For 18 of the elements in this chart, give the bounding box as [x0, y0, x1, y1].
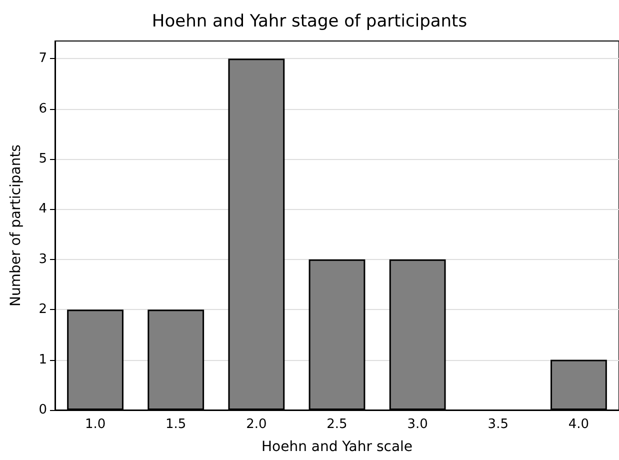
- y-tick-label: 3: [38, 252, 47, 267]
- y-tick-label: 4: [38, 202, 47, 217]
- x-tick-label: 3.5: [488, 417, 508, 432]
- y-tick-label: 5: [38, 151, 47, 166]
- y-tick-label: 7: [38, 51, 47, 66]
- x-axis-title: Hoehn and Yahr scale: [261, 439, 413, 455]
- x-tick-label: 1.0: [84, 417, 106, 432]
- x-tick-label: 4.0: [568, 417, 590, 432]
- y-tick-label: 6: [38, 101, 47, 116]
- x-tick-label: 2.0: [246, 417, 267, 432]
- x-tick-label: 2.5: [326, 417, 348, 432]
- chart-title: Hoehn and Yahr stage of participants: [152, 12, 468, 32]
- y-axis-title: Number of participants: [8, 144, 24, 306]
- y-tick-label: 0: [38, 402, 47, 418]
- y-tick-label: 1: [38, 352, 47, 368]
- y-tick-label: 2: [38, 302, 47, 318]
- x-tick-label: 3.0: [407, 417, 428, 432]
- x-tick-label: 1.5: [166, 417, 186, 432]
